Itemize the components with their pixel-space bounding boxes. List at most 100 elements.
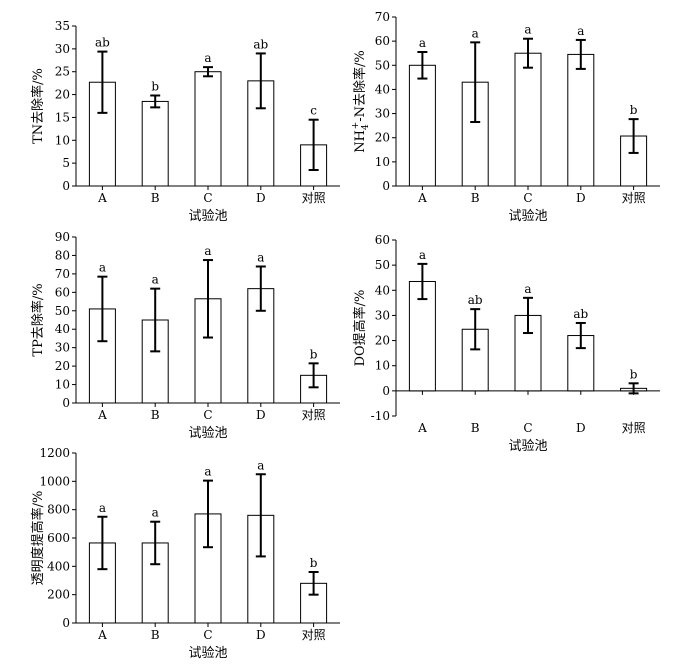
y-tick-label: 0 (382, 179, 390, 193)
category-label: A (97, 191, 107, 205)
significance-label: ab (468, 293, 483, 307)
significance-label: a (152, 273, 159, 287)
category-label: 对照 (302, 408, 326, 422)
y-tick-label: 20 (375, 334, 390, 348)
bar-a (408, 64, 436, 187)
x-axis-label: 试验池 (188, 425, 227, 441)
significance-label: ab (573, 307, 588, 321)
y-tick-label: 20 (55, 359, 70, 373)
y-tick-label: 35 (55, 19, 70, 33)
x-axis-label: 试验池 (188, 208, 227, 224)
y-tick-label: 30 (375, 308, 390, 322)
y-tick-label: 400 (47, 559, 70, 573)
category-label: B (151, 191, 160, 205)
y-tick-label: 25 (55, 65, 70, 79)
category-label: A (417, 421, 427, 435)
category-label: B (151, 628, 160, 642)
category-label: C (203, 191, 212, 205)
significance-label: a (152, 506, 159, 520)
significance-label: a (257, 251, 264, 265)
significance-label: b (630, 367, 638, 381)
category-label: 对照 (302, 628, 326, 642)
significance-label: a (472, 26, 479, 40)
y-tick-label: 0 (382, 384, 390, 398)
category-label: B (471, 421, 480, 435)
significance-label: b (310, 556, 318, 570)
y-tick-label: 0 (62, 616, 70, 630)
y-tick-label: 50 (55, 304, 70, 318)
y-tick-label: 10 (55, 378, 70, 392)
y-tick-label: 80 (55, 248, 70, 262)
significance-label: a (419, 248, 426, 262)
significance-label: ab (95, 36, 110, 50)
y-tick-label: 5 (62, 156, 70, 170)
category-label: 对照 (622, 421, 646, 435)
category-label: D (576, 421, 586, 435)
category-label: D (256, 628, 266, 642)
significance-label: c (310, 104, 317, 118)
y-tick-label: 70 (375, 10, 390, 24)
y-tick-label: 20 (55, 88, 70, 102)
significance-label: a (99, 501, 106, 515)
y-label-sup: + (351, 122, 361, 130)
significance-label: a (257, 458, 264, 472)
y-tick-label: 30 (55, 341, 70, 355)
x-axis-label: 试验池 (508, 208, 547, 224)
significance-label: b (151, 79, 159, 93)
y-axis-label: TN去除率/% (30, 68, 46, 144)
category-label: B (471, 191, 480, 205)
y-axis-label: DO提高率/% (352, 290, 368, 367)
y-tick-label: 50 (375, 58, 390, 72)
y-tick-label: 40 (375, 82, 390, 96)
y-tick-label: 60 (375, 34, 390, 48)
y-tick-label: 30 (55, 42, 70, 56)
y-tick-label: 15 (55, 110, 70, 124)
y-tick-label: 30 (375, 107, 390, 121)
significance-label: a (524, 23, 531, 37)
y-tick-label: -10 (371, 409, 390, 423)
y-tick-label: 10 (55, 133, 70, 147)
significance-label: a (577, 24, 584, 38)
category-label: B (151, 408, 160, 422)
significance-label: b (630, 103, 638, 117)
category-label: C (203, 408, 212, 422)
category-label: C (203, 628, 212, 642)
y-axis-label: NH4+-N去除率/% (351, 50, 371, 153)
y-tick-label: 40 (375, 283, 390, 297)
bar-b (141, 100, 169, 187)
category-label: D (256, 408, 266, 422)
y-tick-label: 1200 (39, 446, 70, 460)
bar-c (194, 71, 222, 187)
y-tick-label: 50 (375, 258, 390, 272)
y-tick-label: 60 (375, 233, 390, 247)
y-tick-label: 10 (375, 155, 390, 169)
significance-label: a (99, 261, 106, 275)
y-tick-label: 60 (55, 285, 70, 299)
y-tick-label: 70 (55, 267, 70, 281)
significance-label: b (310, 347, 318, 361)
y-label-rest: -N去除率/% (352, 50, 368, 122)
y-axis-label: 透明度提高率/% (30, 491, 46, 586)
category-label: C (523, 421, 532, 435)
significance-label: ab (253, 37, 268, 51)
category-label: D (576, 191, 586, 205)
y-tick-label: 1000 (39, 474, 70, 488)
y-tick-label: 20 (375, 131, 390, 145)
significance-label: a (419, 36, 426, 50)
category-label: A (417, 191, 427, 205)
significance-label: a (524, 282, 531, 296)
y-tick-label: 200 (47, 588, 70, 602)
y-tick-label: 90 (55, 230, 70, 244)
significance-label: a (204, 51, 211, 65)
category-label: 对照 (302, 191, 326, 205)
category-label: 对照 (622, 191, 646, 205)
y-axis-label: TP去除率/% (30, 283, 46, 356)
x-axis-label: 试验池 (508, 438, 547, 454)
y-label-sub: 4 (361, 124, 371, 130)
category-label: A (97, 628, 107, 642)
